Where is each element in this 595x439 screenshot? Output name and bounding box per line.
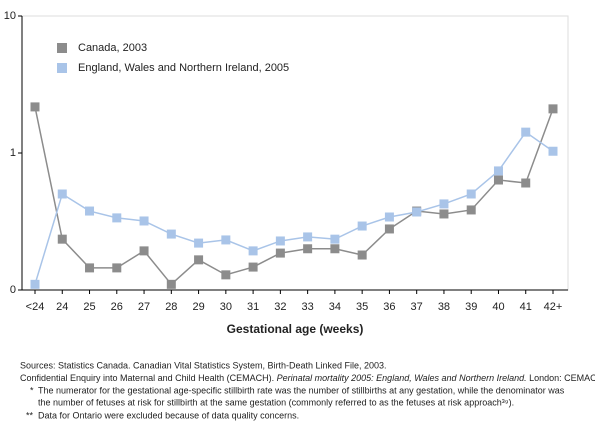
x-tick-label: 30 (220, 301, 232, 313)
y-tick-label: 1 (10, 147, 16, 159)
marker (466, 205, 476, 215)
note-text: the number of fetuses at risk for stillb… (38, 397, 514, 407)
marker (466, 189, 476, 199)
marker (493, 175, 503, 185)
note-text: The numerator for the gestational age-sp… (38, 385, 565, 395)
marker (57, 234, 67, 244)
note-cemach: Confidential Enquiry into Maternal and C… (20, 373, 595, 383)
x-tick-label: 25 (83, 301, 95, 313)
marker (548, 104, 558, 114)
marker (139, 246, 149, 256)
marker (221, 235, 231, 245)
x-tick-label: 26 (111, 301, 123, 313)
marker (275, 236, 285, 246)
x-tick-label: 39 (465, 301, 477, 313)
marker (357, 221, 367, 231)
marker (248, 246, 258, 256)
legend-label: Canada, 2003 (78, 42, 147, 54)
marker (330, 244, 340, 254)
marker (112, 213, 122, 223)
marker (30, 102, 40, 112)
series-line (34, 131, 554, 285)
x-tick-label: 31 (247, 301, 259, 313)
note-part: Perinatal mortality 2005: England, Wales… (277, 373, 527, 383)
marker (30, 279, 40, 289)
series-line (34, 106, 554, 286)
marker (166, 229, 176, 239)
x-tick-label: 33 (302, 301, 314, 313)
x-tick-label: 24 (56, 301, 68, 313)
legend-label: England, Wales and Northern Ireland, 200… (78, 62, 289, 74)
marker (357, 250, 367, 260)
marker (303, 232, 313, 242)
x-tick-label: <24 (26, 301, 45, 313)
y-tick-label: 0 (10, 284, 16, 296)
x-tick-label: 36 (383, 301, 395, 313)
note-mark: * (30, 385, 34, 395)
x-tick-label: 42+ (544, 301, 563, 313)
legend-swatch (57, 43, 67, 53)
marker (221, 270, 231, 280)
marker (548, 146, 558, 156)
marker (521, 127, 531, 137)
marker (194, 255, 204, 265)
marker (439, 209, 449, 219)
y-tick-label: 10 (4, 10, 16, 22)
marker (85, 206, 95, 216)
x-tick-label: 38 (438, 301, 450, 313)
x-tick-label: 40 (492, 301, 504, 313)
marker (439, 199, 449, 209)
marker (57, 189, 67, 199)
note-part: Confidential Enquiry into Maternal and C… (20, 373, 277, 383)
marker (493, 166, 503, 176)
x-tick-label: 32 (274, 301, 286, 313)
x-axis-label: Gestational age (weeks) (227, 322, 364, 336)
marker (166, 279, 176, 289)
marker (112, 263, 122, 273)
marker (521, 178, 531, 188)
x-tick-label: 29 (192, 301, 204, 313)
legend-swatch (57, 63, 67, 73)
x-tick-label: 28 (165, 301, 177, 313)
marker (139, 216, 149, 226)
note-part: London: CEMACH, 2007. (527, 373, 595, 383)
x-tick-label: 41 (520, 301, 532, 313)
x-tick-label: 37 (411, 301, 423, 313)
marker (275, 248, 285, 258)
marker (85, 263, 95, 273)
note-text: Data for Ontario were excluded because o… (38, 410, 299, 420)
note-mark: ** (26, 410, 34, 420)
note-sources: Sources: Statistics Canada. Canadian Vit… (20, 360, 387, 370)
x-tick-label: 34 (329, 301, 341, 313)
marker (194, 238, 204, 248)
x-tick-label: 35 (356, 301, 368, 313)
marker (384, 224, 394, 234)
marker (248, 262, 258, 272)
x-tick-label: 27 (138, 301, 150, 313)
marker (412, 207, 422, 217)
marker (303, 244, 313, 254)
marker (384, 212, 394, 222)
marker (330, 234, 340, 244)
plot-area (21, 15, 569, 291)
